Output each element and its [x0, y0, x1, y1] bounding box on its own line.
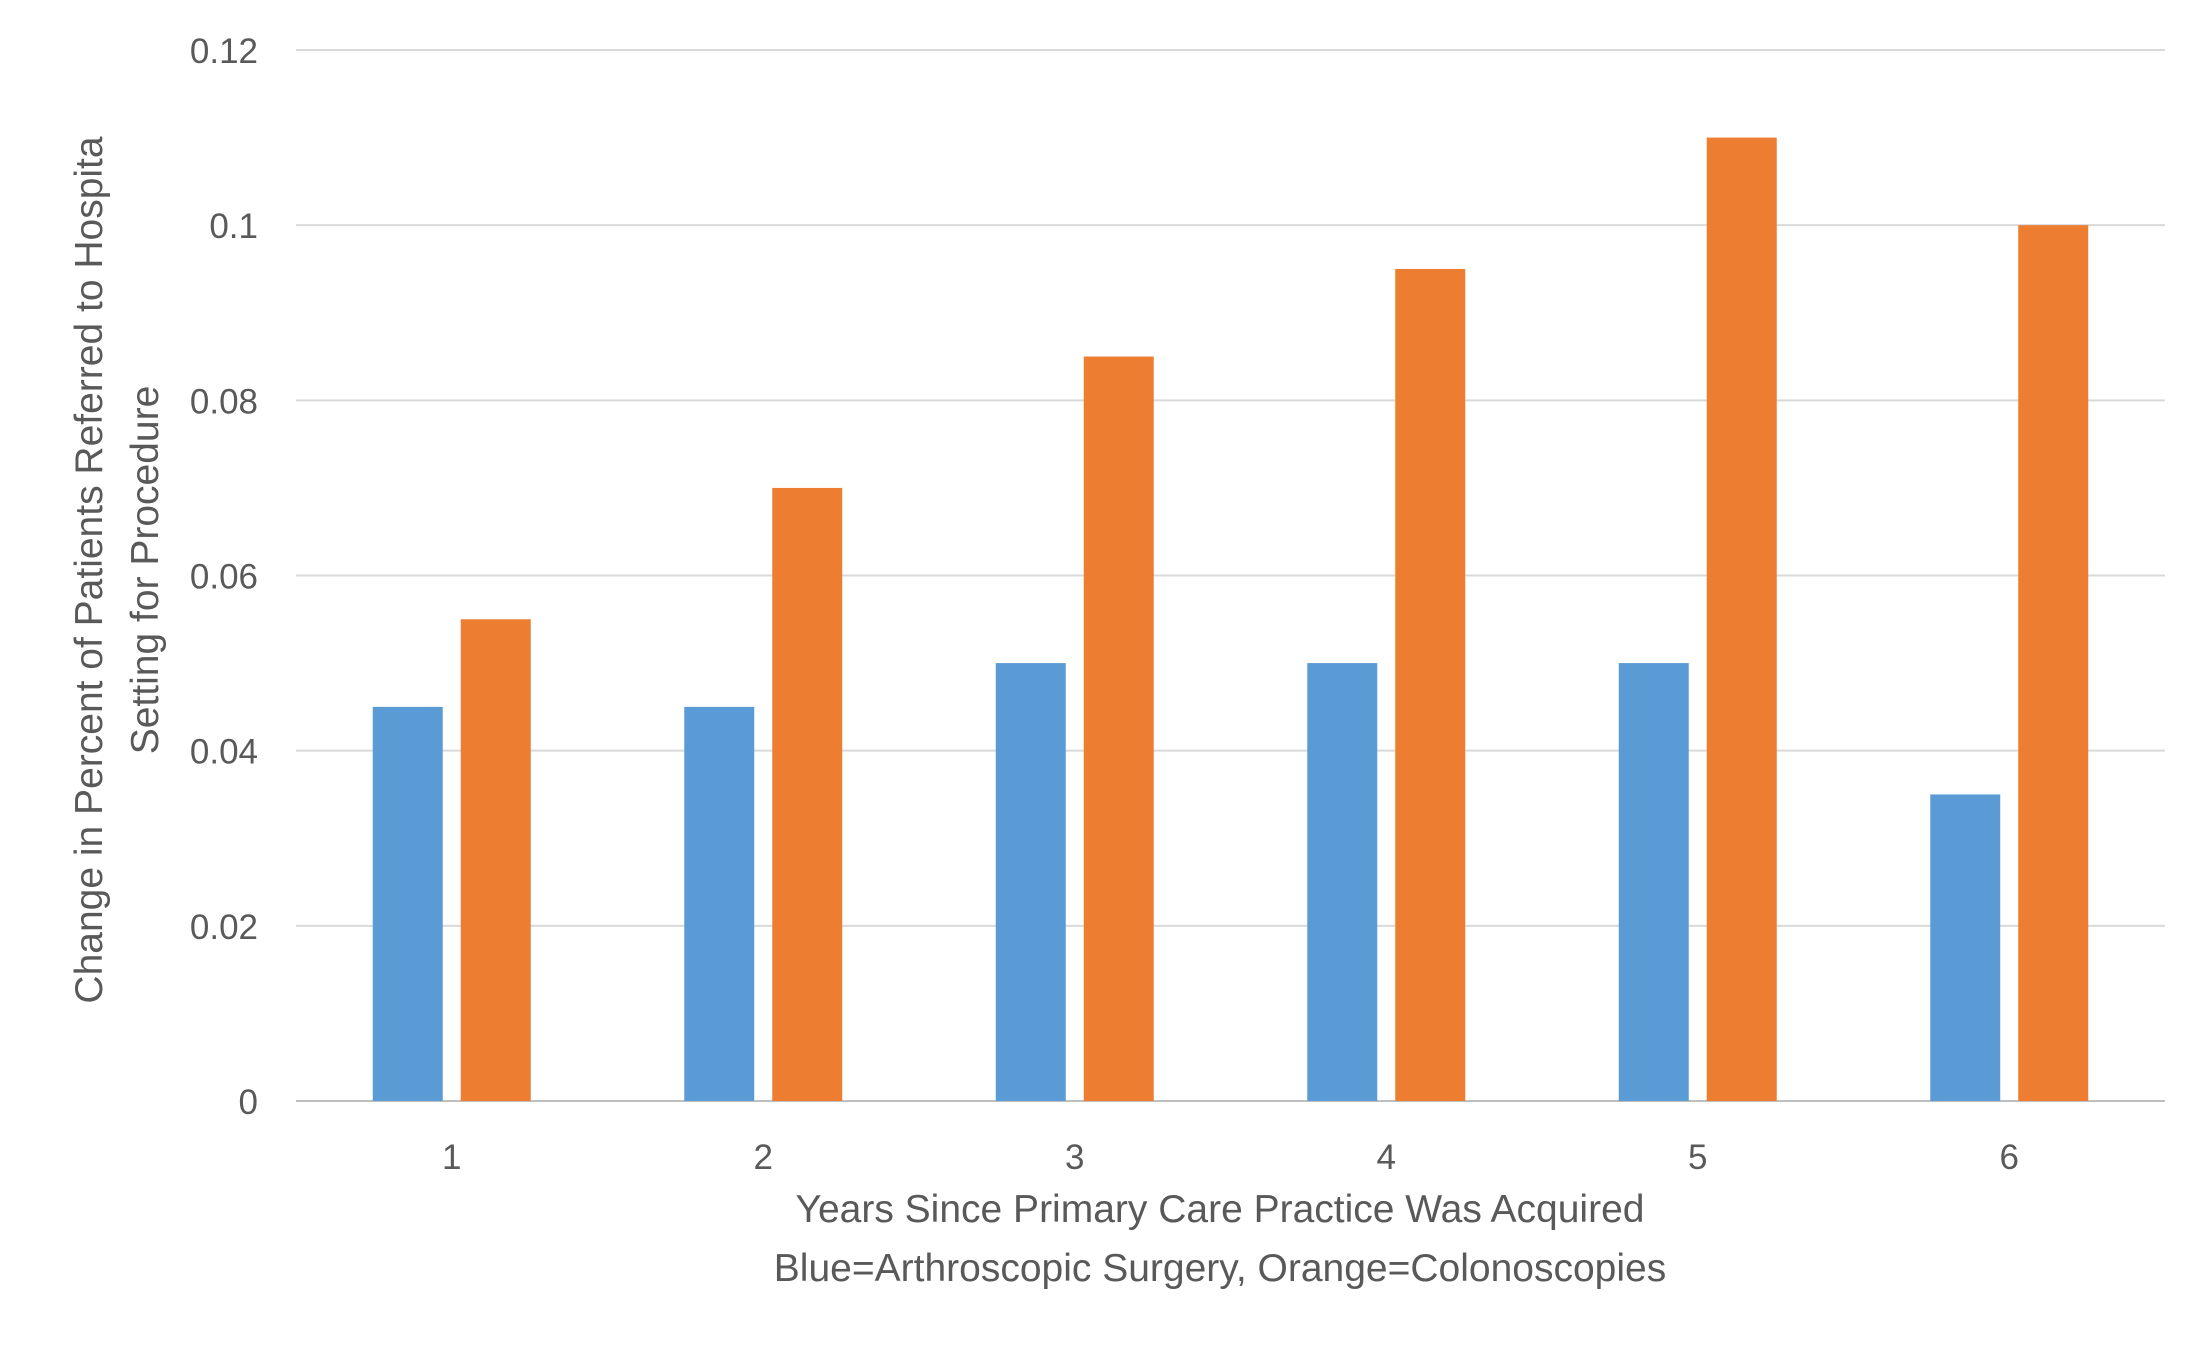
x-tick-label: 5 [1688, 1138, 1707, 1177]
bars [372, 137, 2089, 1102]
y-tick-label: 0.08 [190, 382, 258, 421]
x-tick-label: 2 [754, 1138, 773, 1177]
bar-series-2-category-1 [460, 619, 531, 1101]
x-tick-labels: 1 2 3 4 5 6 [442, 1138, 2019, 1177]
bar-series-2-category-5 [1706, 137, 1777, 1102]
x-tick-label: 4 [1377, 1138, 1396, 1177]
x-axis-title-line-2: Blue=Arthroscopic Surgery, Orange=Colono… [774, 1247, 1666, 1290]
bar-series-1-category-4 [1307, 663, 1378, 1101]
y-axis-title-line-2: Setting for Procedure [124, 386, 167, 755]
gridlines [296, 49, 2165, 1102]
x-tick-label: 1 [442, 1138, 461, 1177]
bar-series-2-category-2 [772, 487, 843, 1102]
y-tick-label: 0.1 [209, 207, 258, 246]
y-tick-label: 0.06 [190, 558, 258, 597]
bar-series-1-category-1 [372, 706, 443, 1101]
y-tick-label: 0.12 [190, 32, 258, 71]
x-tick-label: 6 [2000, 1138, 2019, 1177]
bar-series-1-category-3 [995, 663, 1066, 1101]
bar-series-2-category-3 [1083, 356, 1154, 1102]
x-tick-label: 3 [1065, 1138, 1084, 1177]
y-axis-title-line-1: Change in Percent of Patients Referred t… [68, 136, 111, 1003]
x-axis-title-line-1: Years Since Primary Care Practice Was Ac… [796, 1188, 1645, 1231]
bar-series-1-category-2 [684, 706, 755, 1101]
y-tick-label: 0 [239, 1083, 258, 1122]
bar-series-2-category-4 [1395, 268, 1466, 1101]
y-tick-labels: 0 0.02 0.04 0.06 0.08 0.1 0.12 [190, 32, 258, 1122]
bar-series-1-category-5 [1618, 663, 1689, 1101]
y-tick-label: 0.02 [190, 908, 258, 947]
bar-series-1-category-6 [1930, 794, 2001, 1101]
y-tick-label: 0.04 [190, 733, 258, 772]
bar-series-2-category-6 [2018, 225, 2089, 1101]
